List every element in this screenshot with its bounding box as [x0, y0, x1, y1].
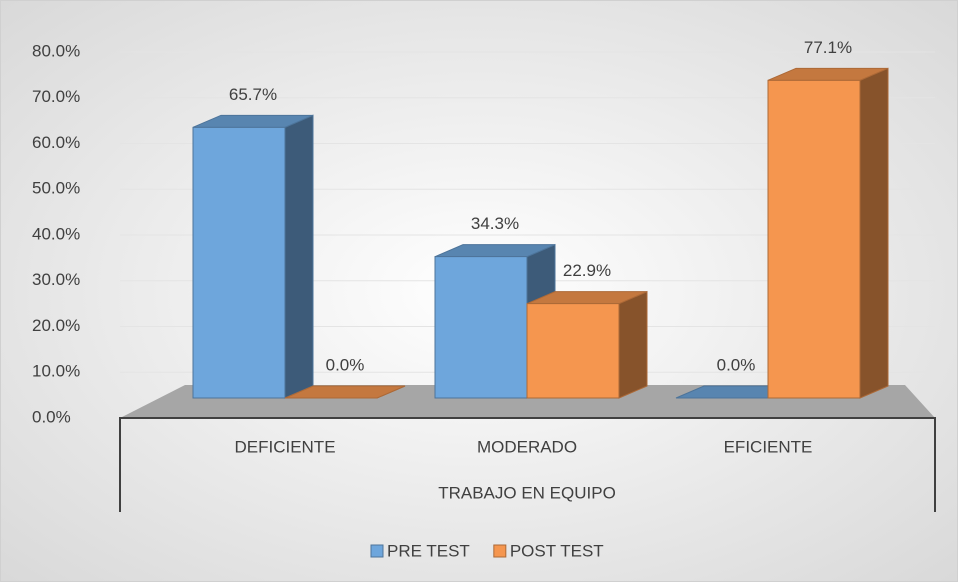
bar: [434, 243, 556, 399]
value-label: 0.0%: [326, 355, 365, 374]
bar: [526, 290, 648, 399]
y-tick-label: 0.0%: [32, 407, 71, 426]
legend-swatch: [370, 544, 384, 558]
y-tick-label: 40.0%: [32, 224, 80, 243]
bar-face: [526, 303, 620, 399]
y-tick-label: 30.0%: [32, 270, 80, 289]
bar: [767, 67, 889, 399]
x-axis-frame: [119, 417, 936, 512]
legend-label: POST TEST: [510, 541, 604, 560]
value-label: 22.9%: [563, 261, 611, 280]
bar-face: [284, 114, 314, 399]
x-tick-label: EFICIENTE: [724, 437, 813, 456]
value-label: 34.3%: [471, 214, 519, 233]
y-tick-label: 20.0%: [32, 316, 80, 335]
bar: [192, 114, 314, 399]
x-axis-title: TRABAJO EN EQUIPO: [438, 483, 616, 502]
y-tick-label: 70.0%: [32, 87, 80, 106]
bar-face: [859, 67, 889, 399]
x-tick-label: MODERADO: [477, 437, 577, 456]
legend-label: PRE TEST: [387, 541, 470, 560]
bar-face: [192, 126, 286, 399]
x-tick-label: DEFICIENTE: [234, 437, 335, 456]
value-label: 65.7%: [229, 85, 277, 104]
y-tick-label: 60.0%: [32, 133, 80, 152]
y-tick-label: 50.0%: [32, 179, 80, 198]
bar-face: [434, 256, 528, 399]
y-tick-label: 10.0%: [32, 362, 80, 381]
value-label: 0.0%: [717, 355, 756, 374]
bar-face: [618, 290, 648, 399]
value-label: 77.1%: [804, 38, 852, 57]
y-tick-label: 80.0%: [32, 41, 80, 60]
legend-swatch: [493, 544, 507, 558]
bar: [284, 385, 406, 399]
bar-face: [767, 79, 861, 399]
